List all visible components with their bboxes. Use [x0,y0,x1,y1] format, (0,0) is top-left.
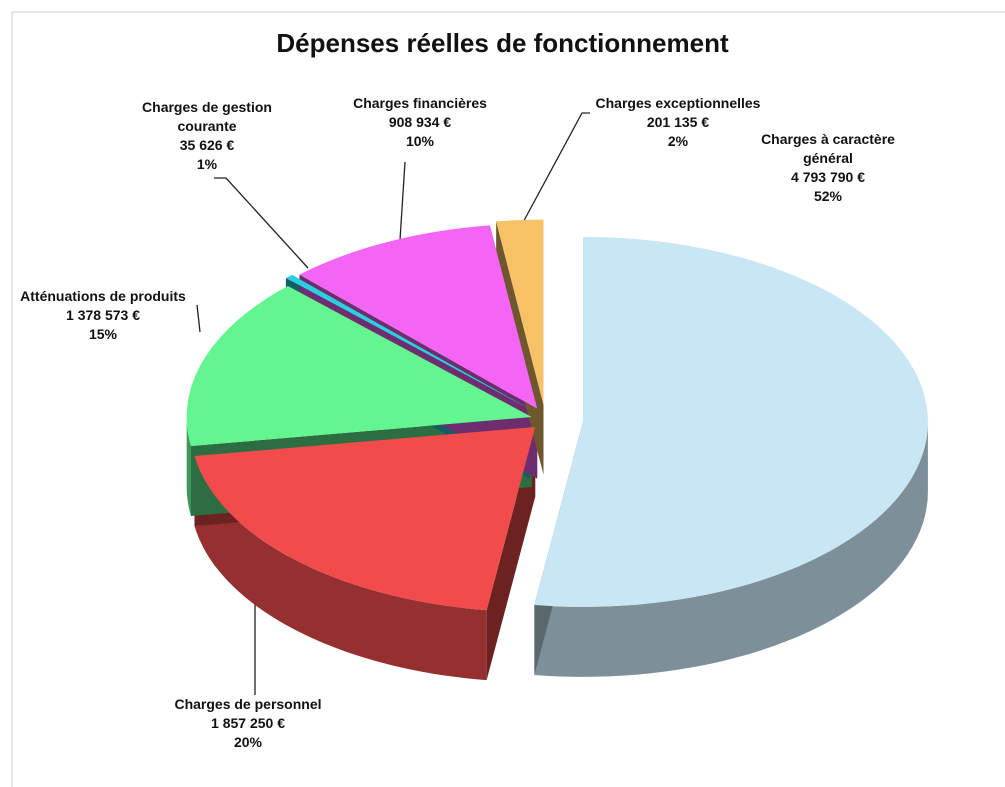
label-name: Charges exceptionnelles [595,95,761,111]
slice [299,225,538,409]
label-name: Atténuations de produits [20,288,186,304]
label-amount: 35 626 € [179,137,235,153]
label-name: Charges de gestion courante [142,99,272,134]
label-share: 1% [196,156,218,172]
data-label: Atténuations de produits 1 378 573 € 15% [0,287,213,344]
slice [285,274,530,409]
label-share: 15% [88,326,118,342]
label-name: Charges de personnel [174,696,322,712]
data-label: Charges financières 908 934 € 10% [320,94,520,151]
label-amount: 201 135 € [646,114,710,130]
data-label: Charges de gestion courante 35 626 € 1% [132,98,282,174]
leader-line [519,112,590,229]
slice-side [186,417,191,516]
label-share: 52% [813,188,843,204]
label-name: Charges financières [353,95,487,111]
label-share: 2% [667,133,689,149]
label-amount: 908 934 € [388,114,452,130]
label-amount: 1 857 250 € [211,715,285,731]
label-amount: 1 378 573 € [66,307,140,323]
leader-line [196,304,201,333]
label-name: Charges à caractère général [761,131,895,166]
leader-line [214,177,309,269]
label-amount: 4 793 790 € [791,169,865,185]
slice [496,219,544,405]
slice-side [534,421,928,677]
label-share: 10% [405,133,435,149]
leader-lines [196,112,590,695]
slice [534,236,928,607]
label-share: 20% [233,734,263,750]
data-label: Charges à caractère général 4 793 790 € 52… [758,130,898,206]
slice-tops [186,219,928,611]
slice-side [194,456,487,681]
slice [186,286,532,447]
leader-line [399,161,406,241]
chart-title: Dépenses réelles de fonctionnement [276,28,729,58]
data-label: Charges exceptionnelles 201 135 € 2% [568,94,788,151]
data-label: Charges de personnel 1 857 250 € 20% [138,695,358,752]
slice [194,426,536,611]
